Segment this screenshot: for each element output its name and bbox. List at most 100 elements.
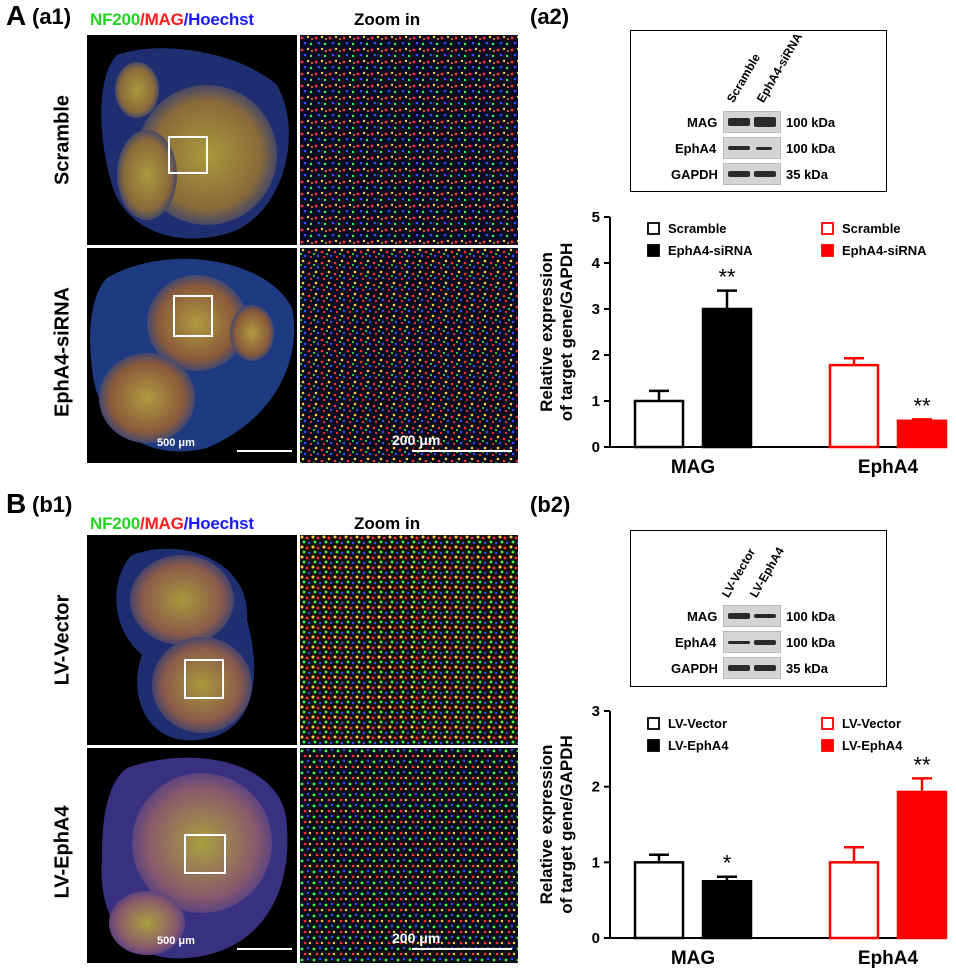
blot-strip-epha4 (723, 631, 781, 653)
legend-label: Scramble (668, 221, 727, 236)
stain-sep: / (140, 10, 145, 29)
stain-mag: MAG (144, 514, 184, 533)
blot-strip-gapdh (723, 657, 781, 679)
micrograph-b-epha4-overview (87, 748, 297, 963)
legend-label: EphA4-siRNA (668, 243, 753, 258)
x-category-label: MAG (671, 948, 715, 969)
scalebar-label-a-zoom: 200 μm (392, 432, 441, 448)
scalebar-line (412, 948, 512, 950)
blot-kda-label: 35 kDa (786, 661, 828, 676)
y-tick-label: 2 (592, 347, 600, 364)
row-label-epha4-sirna: EphA4-siRNA (51, 286, 74, 418)
bar (633, 399, 685, 449)
scalebar-label-a-overview: 500 μm (157, 437, 195, 449)
bar (701, 880, 753, 940)
y-tick-label: 1 (592, 393, 600, 410)
legend-swatch (821, 717, 834, 730)
blot-protein-label: MAG (687, 115, 718, 130)
y-axis-title-line1: Relative expression (537, 745, 556, 905)
scalebar-label-b-zoom: 200 μm (392, 930, 441, 946)
legend-label: Scramble (842, 221, 901, 236)
row-label-scramble: Scramble (51, 94, 74, 186)
stain-sep: / (183, 514, 189, 533)
micrograph-a-scramble-zoom (300, 35, 518, 245)
scalebar-line (412, 450, 512, 452)
micrograph-a-scramble-overview (87, 35, 297, 245)
band (728, 613, 750, 619)
blot-lane-label: EphA4-siRNA (753, 30, 806, 106)
band (754, 614, 776, 618)
y-tick-label: 5 (592, 209, 600, 226)
blot-kda-label: 35 kDa (786, 167, 828, 182)
western-blot-a: Scramble EphA4-siRNA MAG EphA4 GAPDH 100… (630, 30, 887, 192)
micrograph-b-epha4-zoom (300, 748, 518, 963)
legend-swatch (647, 244, 660, 257)
y-tick-label: 2 (592, 779, 600, 796)
bar-chart-b: Relative expression of target gene/GAPDH 0… (537, 703, 948, 969)
y-tick-label: 0 (592, 930, 600, 947)
panel-b-letter: B (6, 488, 27, 519)
legend-swatch (821, 244, 834, 257)
band (754, 117, 776, 127)
micrograph-a-sirna-zoom (300, 248, 518, 463)
zoom-title-a: Zoom in (354, 10, 421, 29)
significance-label: ** (913, 752, 931, 777)
micrograph-b-vector-zoom (300, 535, 518, 745)
western-blot-b: LV-Vector LV-EphA4 MAG EphA4 GAPDH 100 k… (630, 530, 887, 687)
blot-protein-label: EphA4 (675, 635, 717, 650)
y-tick-label: 4 (592, 255, 601, 272)
legend-label: LV-EphA4 (668, 738, 729, 753)
scalebar-line (237, 450, 292, 452)
bar (828, 861, 880, 940)
blot-protein-label: GAPDH (671, 167, 718, 182)
blot-strip-mag (723, 111, 781, 133)
y-axis-title-line2: of target gene/GAPDH (557, 243, 576, 422)
scalebar-label-b-overview: 500 μm (157, 935, 195, 947)
blot-kda-label: 100 kDa (786, 115, 836, 130)
y-axis-title-line1: Relative expression (537, 252, 556, 412)
y-tick-label: 0 (592, 439, 600, 456)
x-category-label: MAG (671, 457, 715, 478)
legend-label: LV-Vector (842, 716, 901, 731)
stain-hoechst: Hoechst (188, 10, 254, 29)
panel-a-letter: A (6, 0, 27, 31)
legend-swatch (821, 739, 834, 752)
band (754, 665, 776, 671)
micrograph-a-sirna-overview (87, 248, 297, 463)
legend-swatch (647, 739, 660, 752)
band (728, 641, 750, 644)
stain-nf200: NF200 (90, 514, 141, 533)
blot-kda-label: 100 kDa (786, 141, 836, 156)
y-tick-label: 1 (592, 854, 600, 871)
stain-mag: MAG (144, 10, 184, 29)
bar-chart-a: Relative expression of target gene/GAPDH 0… (537, 209, 948, 478)
bar (896, 790, 948, 940)
legend-label: LV-Vector (668, 716, 727, 731)
stain-legend-b: NF200/MAG/Hoechst (90, 514, 254, 534)
band (728, 171, 750, 177)
bar (896, 419, 948, 449)
band (728, 146, 750, 150)
x-category-label: EphA4 (858, 457, 919, 478)
legend-label: EphA4-siRNA (842, 243, 927, 258)
significance-label: ** (718, 265, 736, 290)
panel-b1-label: (b1) (32, 492, 73, 517)
row-label-lv-vector: LV-Vector (51, 594, 74, 686)
stain-sep: / (140, 514, 145, 533)
blot-protein-label: MAG (687, 609, 718, 624)
roi-box (184, 659, 224, 699)
legend-swatch (647, 717, 660, 730)
band (754, 171, 776, 177)
panel-b2-label: (b2) (530, 492, 571, 517)
roi-box (168, 136, 208, 174)
row-label-lv-epha4: LV-EphA4 (51, 805, 74, 899)
zoom-title-b: Zoom in (354, 514, 421, 533)
bar (701, 307, 753, 449)
roi-box (173, 295, 213, 337)
band (728, 118, 750, 126)
blot-strip-mag (723, 605, 781, 627)
y-axis-title-line2: of target gene/GAPDH (557, 735, 576, 914)
blot-kda-label: 100 kDa (786, 609, 836, 624)
blot-strip-gapdh (723, 163, 781, 185)
panel-a1-label: (a1) (32, 4, 72, 29)
